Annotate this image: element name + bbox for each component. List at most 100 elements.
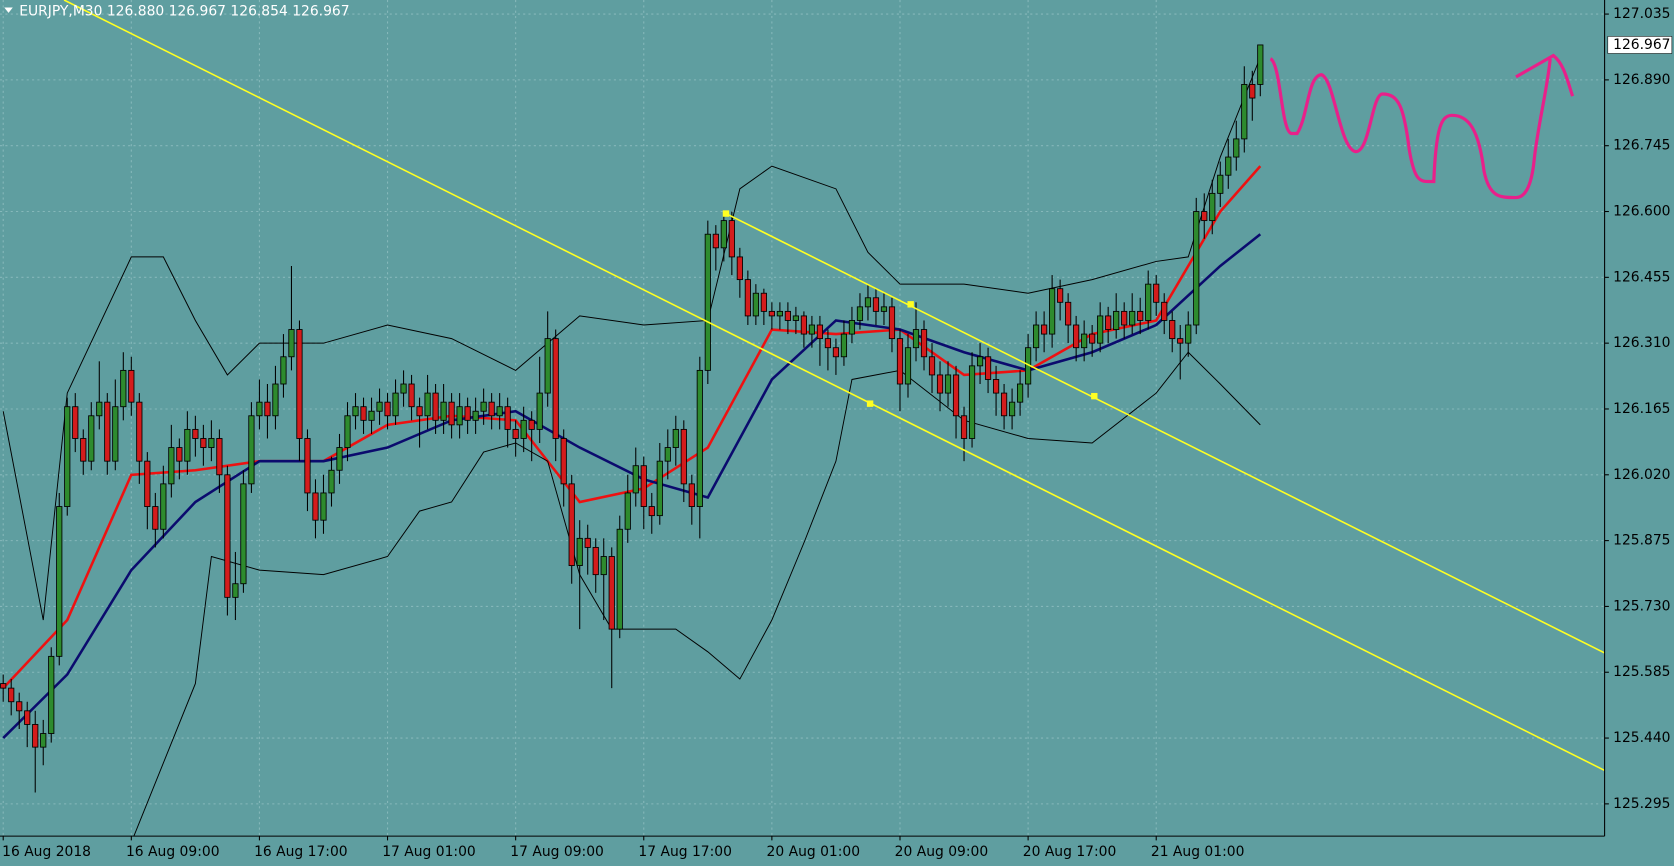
candle-body bbox=[168, 447, 175, 485]
y-tick-label: 126.745 bbox=[1613, 138, 1670, 154]
candle-body bbox=[264, 401, 271, 417]
candle-body bbox=[576, 537, 583, 566]
candle-body bbox=[728, 220, 735, 258]
candle-body bbox=[584, 537, 591, 548]
candle-body bbox=[224, 474, 231, 598]
menu-icon[interactable] bbox=[4, 7, 13, 13]
candle-body bbox=[96, 401, 103, 417]
candle-body bbox=[136, 401, 143, 462]
candle-body bbox=[1137, 310, 1144, 321]
candle-body bbox=[464, 406, 471, 421]
x-tick-label: 16 Aug 09:00 bbox=[126, 844, 220, 860]
candle-body bbox=[800, 315, 808, 335]
freehand-drawing bbox=[1269, 53, 1575, 200]
candle-body bbox=[1049, 288, 1056, 335]
y-tick-label: 125.585 bbox=[1613, 664, 1670, 680]
candle-body bbox=[144, 460, 151, 507]
trend-anchors bbox=[722, 210, 1098, 407]
candle-body bbox=[792, 315, 799, 321]
candle-body bbox=[976, 356, 984, 367]
candle-body bbox=[1105, 315, 1112, 330]
candle-body bbox=[88, 415, 95, 462]
candle-body bbox=[112, 406, 119, 462]
candle-body bbox=[1121, 310, 1128, 326]
candle-body bbox=[424, 392, 431, 417]
candle-body bbox=[960, 415, 968, 439]
candle-body bbox=[752, 292, 759, 317]
candle-body bbox=[1177, 338, 1184, 344]
candle-body bbox=[688, 483, 695, 507]
candle-body bbox=[992, 379, 1000, 394]
x-tick-label: 17 Aug 17:00 bbox=[638, 844, 732, 860]
candle-body bbox=[1089, 333, 1096, 344]
anchor bbox=[907, 301, 914, 308]
candle-body bbox=[1257, 44, 1264, 85]
candle-body bbox=[416, 406, 423, 417]
candle-body bbox=[808, 324, 816, 335]
candle-body bbox=[816, 324, 824, 340]
candle-body bbox=[712, 233, 719, 249]
candle-body bbox=[336, 447, 343, 471]
candle-body bbox=[1193, 211, 1200, 326]
candle-body bbox=[704, 233, 711, 371]
candle-body bbox=[680, 428, 687, 485]
candle-body bbox=[896, 338, 904, 385]
candle-body bbox=[1016, 383, 1024, 403]
y-tick-label: 126.600 bbox=[1613, 204, 1670, 220]
candle-body bbox=[952, 374, 960, 417]
candle-body bbox=[32, 724, 39, 748]
axes: 127.035 126.890 126.745 126.600 126.455 126.3… bbox=[2, 6, 1673, 860]
candle-body bbox=[0, 683, 7, 689]
candle-body bbox=[632, 465, 639, 494]
candle-body bbox=[872, 297, 880, 312]
candle-body bbox=[216, 438, 223, 476]
candle-body bbox=[280, 356, 287, 385]
candle-body bbox=[1129, 310, 1136, 326]
candle-body bbox=[128, 369, 135, 403]
candle-body bbox=[1169, 320, 1176, 340]
candle-body bbox=[1008, 401, 1016, 417]
y-tick-label: 126.455 bbox=[1613, 269, 1670, 285]
candle-body bbox=[904, 347, 912, 385]
chart-title: EURJPY,M30 126.880 126.967 126.854 126.9… bbox=[19, 4, 349, 20]
x-tick-label: 17 Aug 01:00 bbox=[382, 844, 476, 860]
candle-body bbox=[640, 465, 647, 507]
candle-body bbox=[1217, 174, 1224, 194]
candle-body bbox=[616, 528, 623, 630]
x-tick-label: 16 Aug 2018 bbox=[2, 844, 91, 860]
candle-body bbox=[624, 492, 631, 530]
anchor bbox=[1091, 392, 1098, 400]
candle-body bbox=[648, 506, 655, 517]
candle-body bbox=[408, 383, 415, 408]
x-tick-label: 21 Aug 01:00 bbox=[1151, 844, 1245, 860]
candle-body bbox=[560, 438, 567, 485]
candle-body bbox=[1097, 315, 1104, 344]
candle-body bbox=[400, 383, 407, 394]
candle-body bbox=[848, 320, 856, 335]
candle-body bbox=[256, 401, 263, 417]
candle-body bbox=[480, 401, 487, 412]
candle-body bbox=[1153, 283, 1160, 303]
candle-body bbox=[360, 406, 367, 421]
candle-body bbox=[760, 292, 767, 312]
x-tick-label: 20 Aug 17:00 bbox=[1023, 844, 1117, 860]
candle-body bbox=[552, 338, 559, 439]
candle-body bbox=[696, 369, 703, 507]
candle-body bbox=[888, 306, 896, 340]
y-tick-label: 126.890 bbox=[1613, 72, 1670, 88]
candle-body bbox=[840, 333, 848, 358]
candle-body bbox=[120, 369, 127, 408]
candle-body bbox=[608, 556, 615, 630]
candle-body bbox=[880, 306, 888, 312]
candle-body bbox=[440, 401, 447, 421]
plot-area bbox=[0, 0, 1605, 837]
candle-body bbox=[376, 401, 383, 412]
candle-body bbox=[1201, 211, 1208, 222]
candle-body bbox=[296, 329, 303, 439]
candle-body bbox=[776, 310, 783, 317]
candle-body bbox=[368, 410, 375, 421]
trend-line bbox=[63, 0, 1605, 772]
candle-body bbox=[320, 492, 327, 521]
